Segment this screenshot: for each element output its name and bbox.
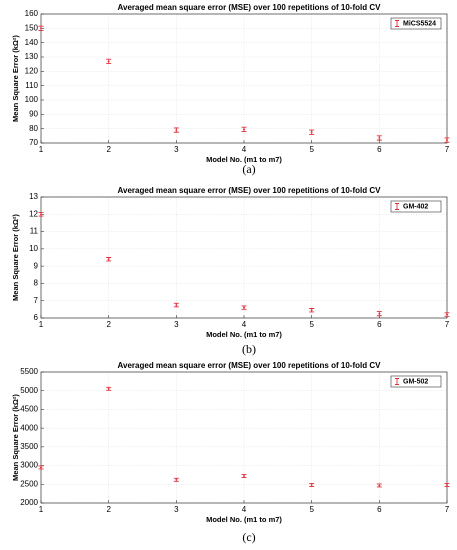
- x-tick-label: 3: [174, 320, 179, 329]
- y-tick-label: 12: [29, 209, 38, 218]
- x-tick-label: 7: [445, 145, 450, 154]
- y-tick-label: 80: [29, 124, 38, 133]
- plot-frame: [40, 196, 448, 319]
- error-bar: [106, 58, 112, 64]
- legend-box: [390, 375, 442, 388]
- caption: (b): [242, 342, 256, 356]
- x-tick-label: 5: [309, 320, 314, 329]
- plot-frame: [40, 371, 448, 504]
- x-tick-label: 1: [39, 145, 44, 154]
- x-axis-label: Model No. (m1 to m7): [206, 155, 282, 164]
- y-axis-label: Mean Square Error (kΩ²): [11, 394, 20, 481]
- error-bar: [376, 135, 382, 141]
- y-tick-label: 120: [25, 66, 39, 75]
- y-tick-label: 130: [25, 52, 39, 61]
- y-tick-label: 13: [29, 192, 38, 201]
- x-tick-label: 2: [106, 320, 111, 329]
- error-bar: [376, 483, 382, 488]
- y-tick-label: 10: [29, 244, 38, 253]
- error-bar: [38, 212, 44, 217]
- x-axis-label: Model No. (m1 to m7): [206, 330, 282, 339]
- x-tick-label: 6: [377, 505, 382, 514]
- error-bar: [173, 477, 179, 482]
- y-tick-label: 5500: [20, 367, 38, 376]
- error-bar: [106, 257, 112, 262]
- legend-marker: [395, 20, 399, 27]
- y-tick-label: 2000: [20, 498, 38, 507]
- y-tick-label: 2500: [20, 479, 38, 488]
- error-bar: [38, 465, 44, 470]
- error-bar: [173, 127, 179, 133]
- x-axis-label: Model No. (m1 to m7): [206, 515, 282, 524]
- error-bar: [309, 308, 315, 313]
- error-bar: [309, 483, 315, 487]
- y-axis-label: Mean Square Error (kΩ²): [11, 35, 20, 122]
- x-tick-label: 2: [106, 145, 111, 154]
- y-tick-label: 11: [30, 227, 39, 236]
- y-tick-label: 100: [25, 95, 39, 104]
- y-tick-label: 5000: [20, 386, 38, 395]
- error-bar: [241, 126, 247, 132]
- x-tick-label: 4: [242, 145, 247, 154]
- legend-box: [390, 17, 442, 30]
- x-tick-label: 6: [377, 145, 382, 154]
- x-tick-label: 7: [445, 320, 450, 329]
- y-tick-label: 140: [25, 38, 39, 47]
- x-tick-label: 5: [309, 145, 314, 154]
- error-bar: [444, 137, 450, 143]
- x-tick-label: 4: [242, 505, 247, 514]
- caption: (c): [242, 530, 255, 544]
- error-bar: [309, 129, 315, 135]
- y-tick-label: 3500: [20, 442, 38, 451]
- legend-marker: [395, 378, 399, 385]
- chart-title: Averaged mean square error (MSE) over 10…: [118, 3, 382, 12]
- x-tick-label: 3: [174, 505, 179, 514]
- error-bar: [106, 386, 112, 391]
- y-tick-label: 7: [34, 296, 39, 305]
- error-bar: [38, 25, 44, 31]
- y-tick-label: 9: [34, 261, 39, 270]
- y-tick-label: 150: [25, 23, 39, 32]
- chart-title: Averaged mean square error (MSE) over 10…: [118, 361, 382, 370]
- plot-frame: [40, 13, 448, 144]
- y-tick-label: 8: [34, 279, 39, 288]
- y-tick-label: 4500: [20, 405, 38, 414]
- y-tick-label: 160: [25, 9, 39, 18]
- y-tick-label: 6: [34, 313, 39, 322]
- error-bar: [444, 312, 450, 317]
- error-bar: [376, 311, 382, 317]
- x-tick-label: 4: [242, 320, 247, 329]
- error-bar: [173, 302, 179, 308]
- error-bar: [444, 483, 450, 487]
- y-tick-label: 90: [29, 109, 38, 118]
- x-tick-label: 7: [445, 505, 450, 514]
- y-tick-label: 3000: [20, 461, 38, 470]
- plot-area: [41, 14, 447, 143]
- y-tick-label: 110: [25, 81, 38, 90]
- caption: (a): [242, 162, 255, 176]
- legend-label: GM-402: [403, 204, 428, 211]
- x-tick-label: 1: [39, 505, 44, 514]
- y-axis-label: Mean Square Error (kΩ²): [11, 214, 20, 301]
- x-tick-label: 1: [39, 320, 44, 329]
- chart-title: Averaged mean square error (MSE) over 10…: [118, 186, 382, 195]
- y-tick-label: 70: [29, 138, 38, 147]
- x-tick-label: 6: [377, 320, 382, 329]
- legend-label: MiCS5524: [403, 21, 436, 28]
- error-bar: [241, 474, 247, 478]
- legend-box: [390, 200, 442, 213]
- error-bar: [241, 305, 247, 310]
- x-tick-label: 5: [309, 505, 314, 514]
- legend-label: GM-502: [403, 379, 428, 386]
- x-tick-label: 3: [174, 145, 179, 154]
- y-tick-label: 4000: [20, 423, 38, 432]
- x-tick-label: 2: [106, 505, 111, 514]
- legend-marker: [395, 203, 399, 210]
